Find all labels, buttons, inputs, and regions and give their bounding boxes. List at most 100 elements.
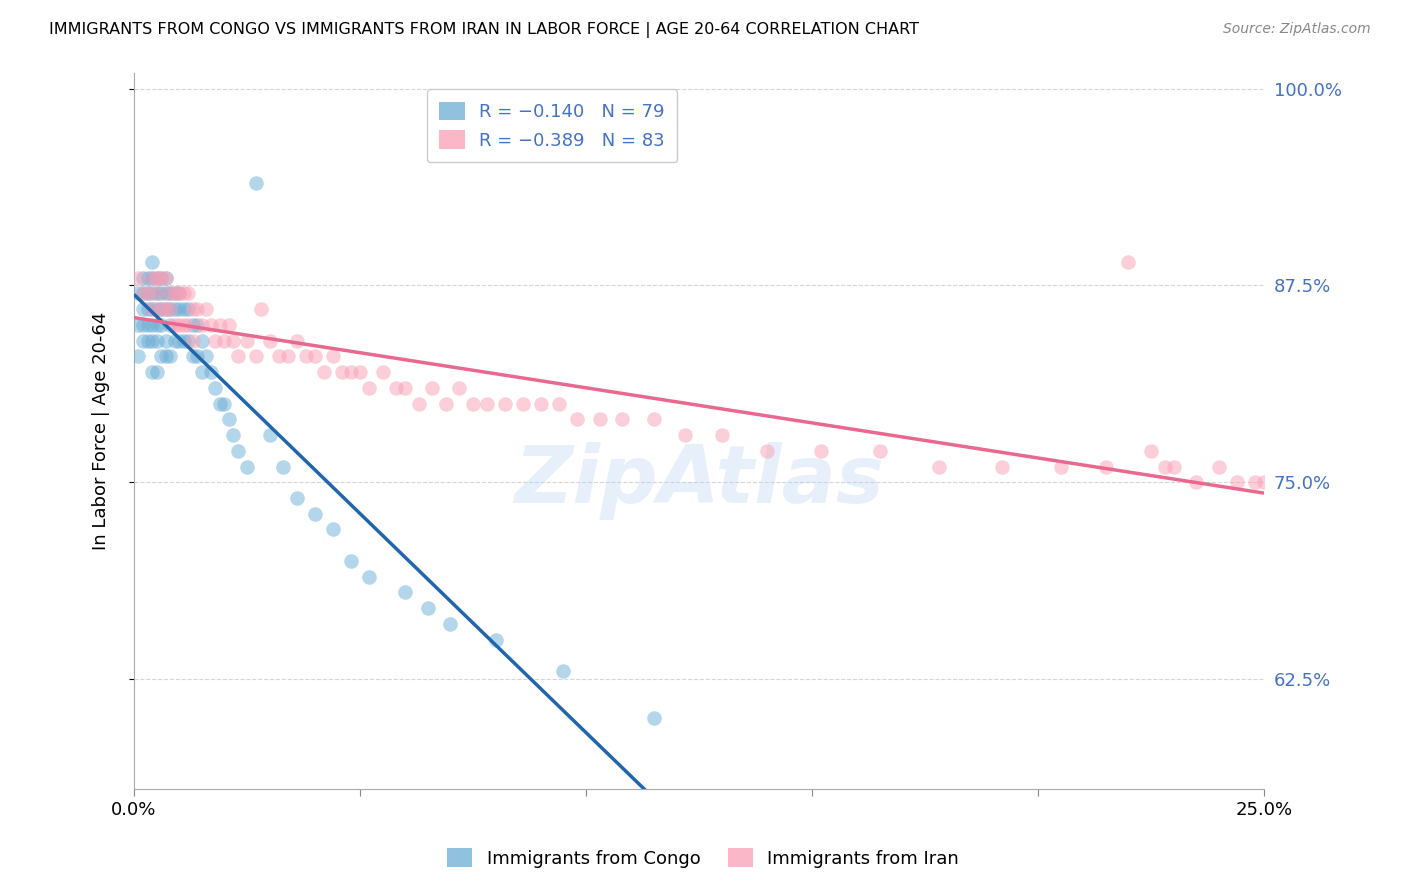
Point xyxy=(267,349,290,363)
Point xyxy=(304,349,326,363)
Point xyxy=(484,632,506,647)
Point xyxy=(349,365,371,379)
Point xyxy=(710,428,733,442)
Point xyxy=(141,318,163,332)
Point xyxy=(150,286,173,301)
Point xyxy=(141,365,163,379)
Point xyxy=(200,318,222,332)
Point xyxy=(259,334,281,348)
Point xyxy=(340,365,363,379)
Point xyxy=(163,302,186,317)
Point xyxy=(285,334,308,348)
Point xyxy=(163,334,186,348)
Point xyxy=(245,176,267,190)
Point xyxy=(136,286,159,301)
Point xyxy=(991,459,1014,474)
Point xyxy=(222,334,245,348)
Point xyxy=(145,270,167,285)
Point xyxy=(167,302,190,317)
Point xyxy=(1049,459,1071,474)
Point xyxy=(173,334,195,348)
Point xyxy=(132,286,155,301)
Point xyxy=(155,334,177,348)
Point xyxy=(181,318,204,332)
Point xyxy=(271,459,294,474)
Point xyxy=(204,381,226,395)
Point xyxy=(588,412,610,426)
Point xyxy=(145,286,167,301)
Point xyxy=(394,381,416,395)
Point xyxy=(494,396,516,410)
Point xyxy=(132,270,155,285)
Point xyxy=(277,349,299,363)
Point xyxy=(145,365,167,379)
Point xyxy=(190,365,212,379)
Point xyxy=(304,507,326,521)
Point xyxy=(173,302,195,317)
Point xyxy=(200,365,222,379)
Point xyxy=(461,396,484,410)
Point xyxy=(553,664,575,678)
Point xyxy=(150,270,173,285)
Point xyxy=(141,334,163,348)
Point xyxy=(449,381,471,395)
Point xyxy=(285,491,308,505)
Point xyxy=(127,349,149,363)
Point xyxy=(643,711,665,725)
Point xyxy=(132,334,155,348)
Point xyxy=(565,412,588,426)
Point xyxy=(1226,475,1249,490)
Point xyxy=(322,523,344,537)
Text: Source: ZipAtlas.com: Source: ZipAtlas.com xyxy=(1223,22,1371,37)
Point xyxy=(222,428,245,442)
Point xyxy=(132,302,155,317)
Point xyxy=(177,302,200,317)
Point xyxy=(547,396,569,410)
Point xyxy=(226,443,249,458)
Point xyxy=(1208,459,1230,474)
Point xyxy=(218,318,240,332)
Point xyxy=(357,381,380,395)
Point xyxy=(173,286,195,301)
Point xyxy=(150,318,173,332)
Legend: R = −0.140   N = 79, R = −0.389   N = 83: R = −0.140 N = 79, R = −0.389 N = 83 xyxy=(427,89,678,162)
Point xyxy=(127,286,149,301)
Point xyxy=(132,286,155,301)
Text: ZipAtlas: ZipAtlas xyxy=(515,442,884,520)
Point xyxy=(1153,459,1175,474)
Point xyxy=(1140,443,1163,458)
Point xyxy=(145,318,167,332)
Point xyxy=(195,349,218,363)
Point xyxy=(159,286,181,301)
Point xyxy=(340,554,363,568)
Point xyxy=(675,428,697,442)
Point xyxy=(155,349,177,363)
Point xyxy=(145,334,167,348)
Point xyxy=(810,443,832,458)
Point xyxy=(167,286,190,301)
Point xyxy=(1253,475,1275,490)
Point xyxy=(159,302,181,317)
Point xyxy=(186,318,208,332)
Point xyxy=(150,302,173,317)
Point xyxy=(294,349,316,363)
Point xyxy=(155,302,177,317)
Legend: Immigrants from Congo, Immigrants from Iran: Immigrants from Congo, Immigrants from I… xyxy=(436,838,970,879)
Point xyxy=(186,302,208,317)
Point xyxy=(159,302,181,317)
Point xyxy=(155,270,177,285)
Point xyxy=(643,412,665,426)
Point xyxy=(530,396,553,410)
Point xyxy=(145,270,167,285)
Point xyxy=(136,318,159,332)
Point xyxy=(141,255,163,269)
Point xyxy=(475,396,498,410)
Point xyxy=(371,365,394,379)
Point xyxy=(236,459,259,474)
Point xyxy=(408,396,430,410)
Point xyxy=(1244,475,1267,490)
Point xyxy=(208,396,231,410)
Point xyxy=(259,428,281,442)
Point xyxy=(155,302,177,317)
Point xyxy=(167,334,190,348)
